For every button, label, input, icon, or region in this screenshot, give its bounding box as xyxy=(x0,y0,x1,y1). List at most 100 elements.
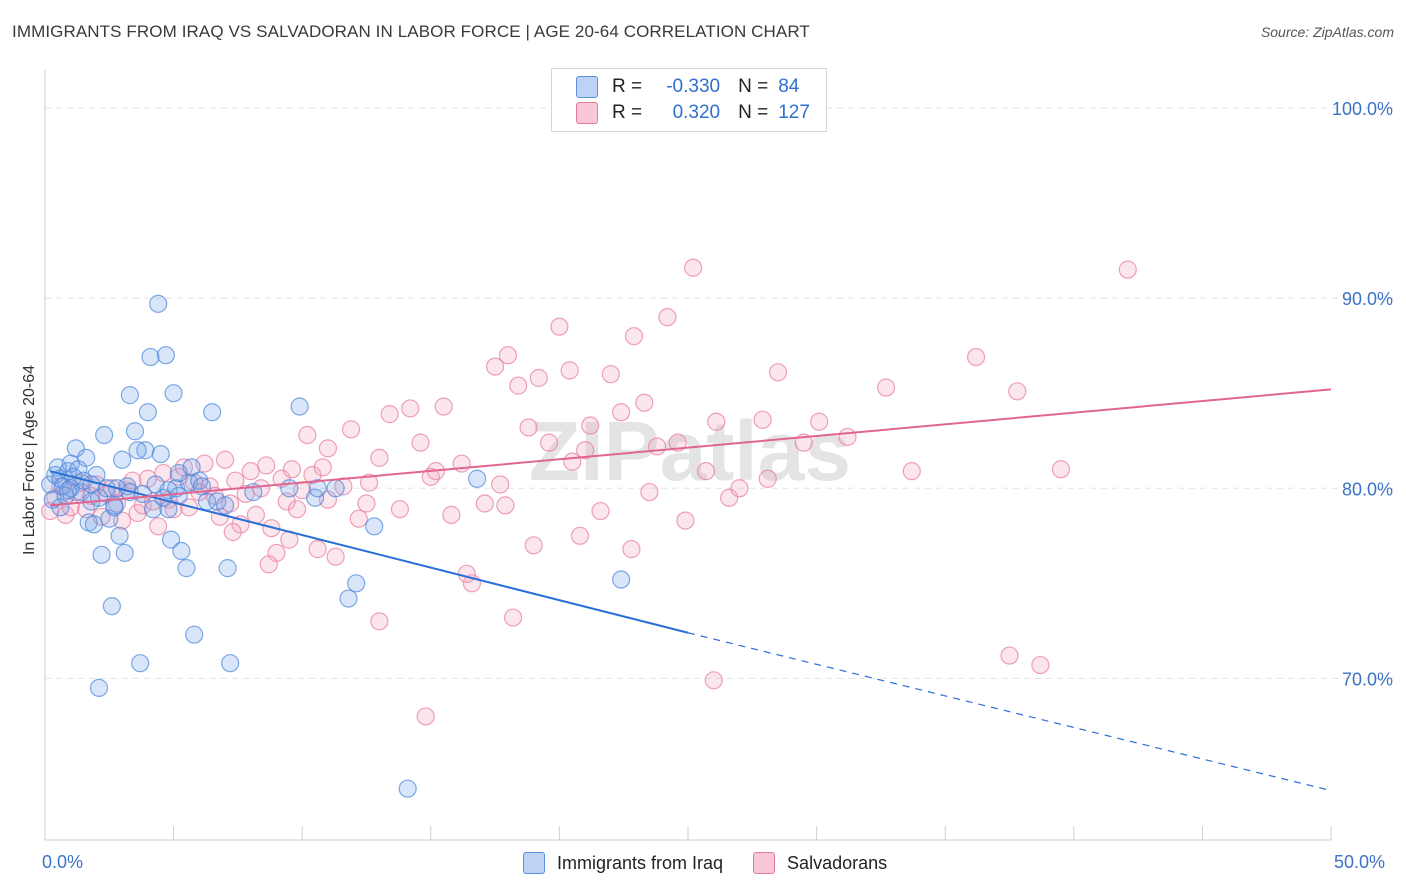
salvadoran-point xyxy=(810,412,829,431)
salvadoran-point xyxy=(298,425,317,445)
salvadoran-point xyxy=(1051,460,1071,479)
axes xyxy=(44,70,1332,841)
salvadoran-point xyxy=(434,397,453,416)
salvadoran-point xyxy=(624,327,644,346)
iraq-point xyxy=(51,498,70,517)
iraq-point xyxy=(141,347,160,367)
x-tick-min: 0.0% xyxy=(42,852,84,872)
salvadoran-point xyxy=(401,399,420,418)
correlation-legend: R = -0.330 N = 84 R = 0.320 N = 127 xyxy=(551,68,827,132)
salvadoran-point xyxy=(303,465,322,485)
iraq-point xyxy=(151,444,170,464)
salvadoran-point xyxy=(390,500,410,519)
iraq-point xyxy=(138,403,157,422)
iraq-point xyxy=(100,509,119,528)
salvadoran-point xyxy=(457,564,476,583)
iraq-point xyxy=(365,517,384,536)
x-tick-max: 50.0% xyxy=(1334,852,1386,872)
y-tick-label: 70.0% xyxy=(1342,669,1393,689)
salvadoran-point xyxy=(475,494,494,513)
salvadoran-point xyxy=(504,608,523,627)
series-label-salvadoran: Salvadorans xyxy=(787,852,888,873)
iraq-point xyxy=(177,559,196,578)
salvadoran-point xyxy=(164,500,183,519)
salvadoran-point xyxy=(635,393,654,412)
salvadoran-point xyxy=(768,363,788,382)
salvadoran-points xyxy=(41,258,1137,726)
iraq-point xyxy=(156,346,175,365)
iraq-point xyxy=(131,654,150,673)
source-label: Source: ZipAtlas.com xyxy=(1260,24,1394,40)
iraq-trend-line xyxy=(49,470,689,634)
salvadoran-point xyxy=(730,479,749,498)
iraq-point xyxy=(612,570,631,589)
iraq-point xyxy=(164,384,183,403)
iraq-point xyxy=(308,479,327,498)
series-legend-salvadoran: Salvadorans xyxy=(753,852,887,874)
salvadoran-point xyxy=(498,346,518,365)
salvadoran-point xyxy=(648,437,667,456)
salvadoran-trend-line xyxy=(50,388,1332,507)
salvadoran-point xyxy=(1008,382,1027,401)
iraq-point xyxy=(115,543,134,563)
salvadoran-point xyxy=(707,412,726,431)
salvadoran-point xyxy=(349,509,368,528)
iraq-point xyxy=(102,597,121,616)
iraq-point xyxy=(136,441,155,460)
series-swatch-salvadoran xyxy=(753,852,776,874)
y-axis-label: In Labor Force | Age 20-64 xyxy=(21,364,38,556)
salvadoran-point xyxy=(612,403,631,422)
y-tick-label: 100.0% xyxy=(1332,99,1393,119)
salvadoran-point xyxy=(601,365,620,384)
iraq-point xyxy=(185,625,204,644)
salvadoran-point xyxy=(668,433,687,452)
salvadoran-point xyxy=(622,540,641,559)
salvadoran-point xyxy=(496,496,515,515)
salvadoran-point xyxy=(257,456,276,475)
iraq-point xyxy=(203,403,222,422)
iraq-point xyxy=(215,496,235,515)
iraq-point xyxy=(92,545,111,564)
salvadoran-point xyxy=(658,308,677,327)
legend-row-iraq: R = -0.330 N = 84 xyxy=(576,75,799,99)
iraq-point xyxy=(128,441,147,460)
iraq-trend-extension xyxy=(687,632,1332,792)
salvadoran-point xyxy=(357,494,376,513)
salvadoran-point xyxy=(540,433,559,452)
salvadoran-point xyxy=(341,420,361,439)
iraq-point xyxy=(398,779,417,798)
iraq-point xyxy=(95,425,114,445)
salvadoran-point xyxy=(282,460,302,479)
salvadoran-point xyxy=(241,462,260,481)
series-legend: Immigrants from Iraq Salvadorans xyxy=(523,852,917,874)
legend-n-value-iraq: 84 xyxy=(778,76,800,97)
salvadoran-point xyxy=(313,458,332,477)
iraq-point xyxy=(339,589,358,608)
legend-swatch-salvadoran xyxy=(576,102,598,124)
iraq-point xyxy=(105,498,124,517)
legend-r-value-iraq: -0.330 xyxy=(666,76,721,97)
salvadoran-point xyxy=(287,500,307,519)
legend-n-label: N = xyxy=(738,102,769,123)
iraq-point xyxy=(77,448,96,467)
salvadoran-point xyxy=(411,433,430,452)
legend-r-value-salvadoran: 0.320 xyxy=(672,102,721,123)
salvadoran-point xyxy=(529,368,548,388)
salvadoran-point xyxy=(491,475,510,494)
iraq-point xyxy=(59,481,78,500)
salvadoran-point xyxy=(581,416,600,435)
iraq-point xyxy=(221,654,240,673)
salvadoran-point xyxy=(123,471,142,490)
salvadoran-point xyxy=(838,427,857,447)
salvadoran-point xyxy=(704,671,723,690)
iraq-point xyxy=(218,559,237,578)
salvadoran-point xyxy=(318,439,338,458)
gridlines xyxy=(45,107,1393,679)
iraq-point xyxy=(125,422,145,441)
iraq-point xyxy=(120,386,139,405)
salvadoran-point xyxy=(416,707,435,726)
legend-n-value-salvadoran: 127 xyxy=(778,102,810,123)
iraq-point xyxy=(84,515,103,534)
legend-swatch-iraq xyxy=(576,76,598,98)
